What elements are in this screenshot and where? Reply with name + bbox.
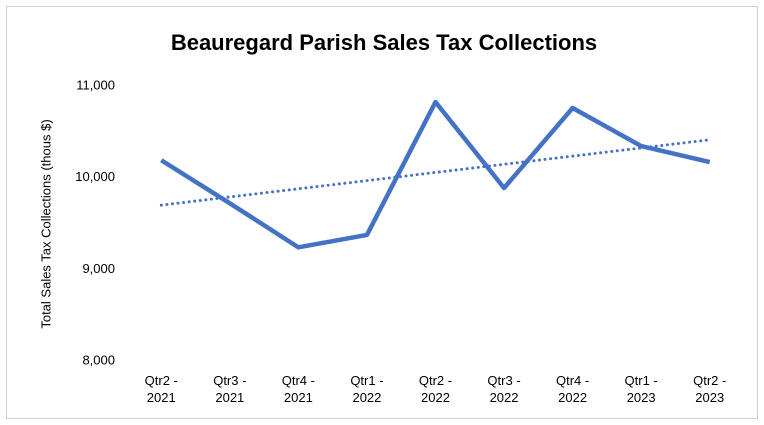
y-tick-label: 10,000 bbox=[75, 169, 115, 184]
y-tick-label: 11,000 bbox=[76, 77, 115, 92]
x-tick-label: Qtr2 - 2022 bbox=[418, 373, 453, 405]
x-tick-label: Qtr1 - 2022 bbox=[350, 373, 384, 405]
x-tick-label: Qtr2 - 2021 bbox=[144, 373, 178, 405]
chart-border bbox=[6, 6, 758, 419]
x-tick-label: Qtr4 - 2022 bbox=[555, 373, 590, 405]
x-tick-label: Qtr1 - 2023 bbox=[624, 373, 658, 405]
line-series bbox=[160, 99, 711, 250]
y-tick-label: 8,000 bbox=[82, 352, 115, 367]
x-tick-label: Qtr3 - 2022 bbox=[487, 373, 521, 405]
x-tick-label: Qtr4 - 2021 bbox=[281, 373, 315, 405]
x-tick-label: Qtr3 - 2021 bbox=[213, 373, 247, 405]
y-tick-label: 9,000 bbox=[82, 261, 115, 276]
trendline bbox=[159, 138, 712, 207]
chart-title: Beauregard Parish Sales Tax Collections bbox=[171, 30, 597, 55]
y-axis-title: Total Sales Tax Collections (thous $) bbox=[38, 119, 53, 328]
x-tick-label: Qtr2 - 2023 bbox=[693, 373, 727, 405]
